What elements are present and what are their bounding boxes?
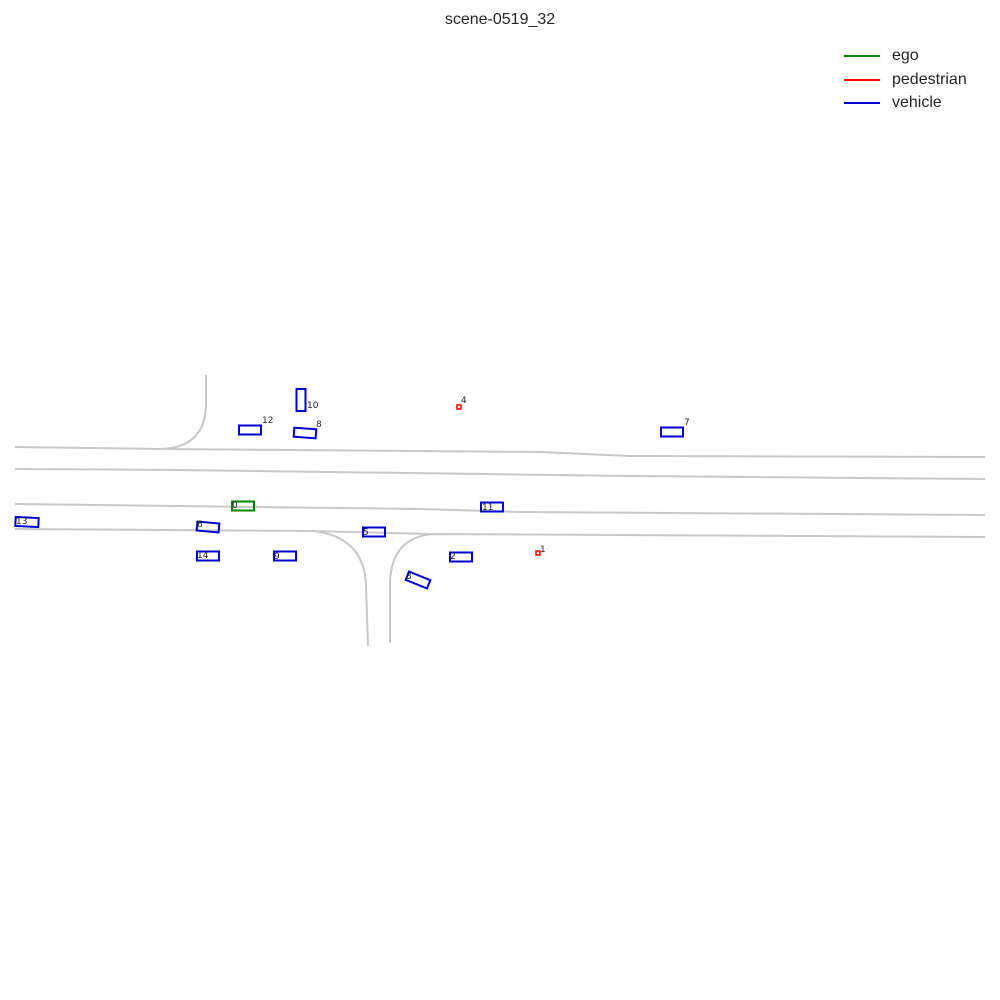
agent-id-label-14: 14 xyxy=(197,551,209,561)
lane-line xyxy=(160,449,985,457)
legend: ego pedestrian vehicle xyxy=(844,44,994,115)
lane-line xyxy=(15,529,368,646)
lane-line xyxy=(15,504,985,515)
legend-item-pedestrian: pedestrian xyxy=(844,68,994,92)
agent-id-label-6: 6 xyxy=(197,520,203,530)
lane-line xyxy=(390,534,985,643)
agent-id-label-7: 7 xyxy=(684,418,690,428)
agent-id-label-0: 0 xyxy=(232,501,238,511)
agent-id-label-9: 9 xyxy=(274,552,280,562)
ego-swatch xyxy=(844,55,880,57)
vehicle-box-7 xyxy=(661,428,683,437)
vehicle-box-10 xyxy=(297,389,306,411)
agent-id-label-5: 5 xyxy=(363,528,369,538)
legend-label: pedestrian xyxy=(892,71,967,89)
agent-id-label-13: 13 xyxy=(16,517,27,527)
lane-line xyxy=(15,375,206,449)
agent-id-label-12: 12 xyxy=(262,416,273,426)
agent-id-label-11: 11 xyxy=(482,503,493,513)
legend-item-vehicle: vehicle xyxy=(844,91,994,115)
agent-id-label-8: 8 xyxy=(316,420,322,430)
legend-label: vehicle xyxy=(892,94,942,112)
legend-label: ego xyxy=(892,47,919,65)
agent-id-label-1: 1 xyxy=(540,545,546,555)
agent-id-label-10: 10 xyxy=(307,401,319,411)
agent-id-label-3: 3 xyxy=(406,572,412,582)
pedestrian-swatch xyxy=(844,79,880,81)
vehicle-box-8 xyxy=(294,428,317,439)
vehicle-box-12 xyxy=(239,426,261,435)
legend-item-ego: ego xyxy=(844,44,994,68)
agent-id-label-4: 4 xyxy=(461,396,467,406)
vehicle-swatch xyxy=(844,102,880,104)
agent-id-label-2: 2 xyxy=(450,552,456,562)
lane-line xyxy=(15,469,985,479)
